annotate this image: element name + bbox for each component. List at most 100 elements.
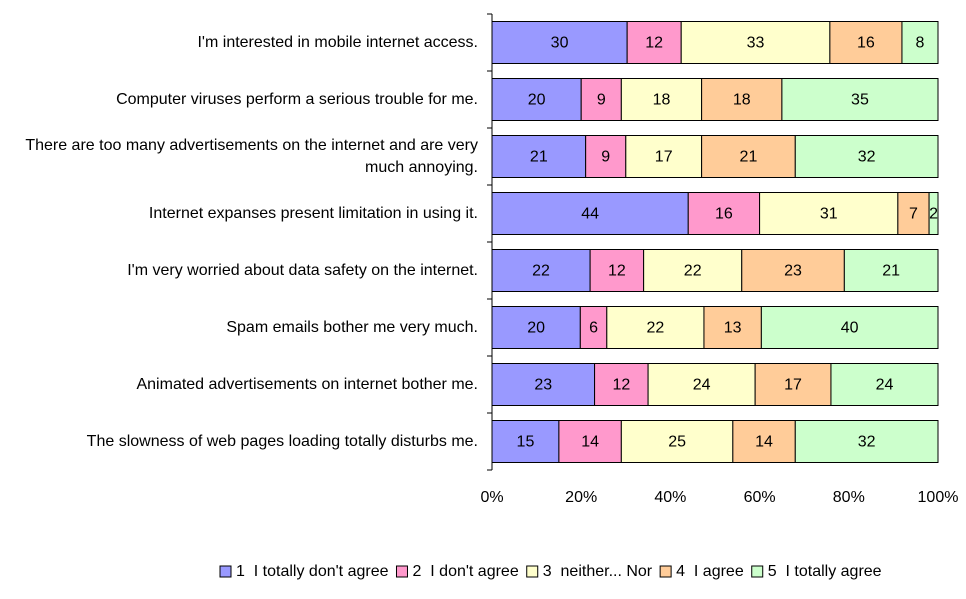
y-tick-label: Computer viruses perform a serious troub… [116,90,478,108]
data-label: 20 [527,320,545,337]
bar-segment [558,420,622,463]
data-label: 17 [655,149,673,166]
bar-segment [928,192,939,235]
bar-segment [794,135,939,178]
data-label: 14 [581,434,599,451]
x-tick-label: 60% [744,489,776,506]
bar-segment [594,363,649,406]
bar-segment [741,249,845,292]
data-label: 44 [581,206,599,223]
bar-segment [901,21,939,64]
data-label: 14 [755,434,773,451]
data-label: 32 [858,149,876,166]
bar-segment [830,363,939,406]
x-tick-label: 40% [654,489,686,506]
legend-swatch [395,565,408,578]
data-label: 31 [820,206,838,223]
bar-segment [491,21,628,64]
x-tick-label: 80% [833,489,865,506]
bar-segment [843,249,939,292]
data-label: 13 [724,320,742,337]
legend-label: 4 I agree [676,563,744,580]
y-tick-label: I'm interested in mobile internet access… [197,33,478,51]
bar-segment [760,306,939,349]
data-label: 18 [653,92,671,109]
data-label: 30 [551,35,569,52]
bar-segment [701,78,783,121]
data-label: 35 [851,92,869,109]
data-label: 40 [841,320,859,337]
legend-swatch [526,565,539,578]
bar-segment [794,420,939,463]
y-tick-label: Internet expanses present limitation in … [148,204,478,222]
bar-segment [625,135,703,178]
data-label: 21 [740,149,758,166]
data-label: 12 [608,263,626,280]
x-tick-label: 20% [565,489,597,506]
bar-segment [620,78,703,121]
legend-label: 5 I totally agree [768,563,882,580]
data-label: 9 [601,149,610,166]
x-tick-label: 0% [480,489,503,506]
data-label: 6 [589,320,598,337]
data-label: 21 [530,149,548,166]
data-label: 22 [646,320,664,337]
data-label: 12 [612,377,630,394]
y-tick-label: Animated advertisements on internet both… [136,375,478,393]
data-label: 17 [784,377,802,394]
bar-segment [626,21,682,64]
data-label: 12 [645,35,663,52]
data-label: 20 [528,92,546,109]
y-tick-label: There are too many advertisements on the… [25,136,478,176]
bar-segment [732,420,796,463]
data-label: 8 [916,35,925,52]
data-label: 18 [733,92,751,109]
bar-segment [491,249,591,292]
legend-swatch [659,565,672,578]
data-label: 16 [857,35,875,52]
legend-label: 2 I don't agree [412,563,518,580]
bar-segment [643,249,743,292]
data-label: 7 [909,206,918,223]
bar-segment [491,306,581,349]
data-label: 32 [858,434,876,451]
y-tick-label: I'm very worried about data safety on th… [127,261,478,279]
bar-segment [647,363,756,406]
y-tick-label: The slowness of web pages loading totall… [86,432,478,450]
data-label: 24 [876,377,894,394]
bar-segment [606,306,705,349]
data-label: 22 [684,263,702,280]
bar-segment [703,306,762,349]
data-label: 16 [715,206,733,223]
legend-swatch [219,565,232,578]
legend-label: 1 I totally don't agree [236,563,389,580]
data-label: 9 [597,92,606,109]
bar-segment [491,135,587,178]
legend-label: 3 neither... Nor [543,563,653,580]
bar-segment [491,192,689,235]
bar-segment [585,135,627,178]
bar-segment [759,192,899,235]
data-label: 23 [534,377,552,394]
data-label: 22 [532,263,550,280]
bar-segment [897,192,930,235]
data-label: 33 [747,35,765,52]
bar-segment [580,78,622,121]
data-label: 21 [882,263,900,280]
bar-segment [579,306,608,349]
bar-segment [701,135,796,178]
legend-swatch [751,565,764,578]
y-tick-label: Spam emails bother me very much. [226,318,478,336]
bar-segment [491,78,582,121]
bar-segment [491,363,596,406]
data-label: 24 [693,377,711,394]
bar-segment [781,78,939,121]
x-tick-label: 100% [918,489,959,506]
data-label: 2 [929,206,938,223]
bar-segment [680,21,831,64]
bar-segment [589,249,645,292]
data-label: 23 [784,263,802,280]
data-label: 25 [668,434,686,451]
